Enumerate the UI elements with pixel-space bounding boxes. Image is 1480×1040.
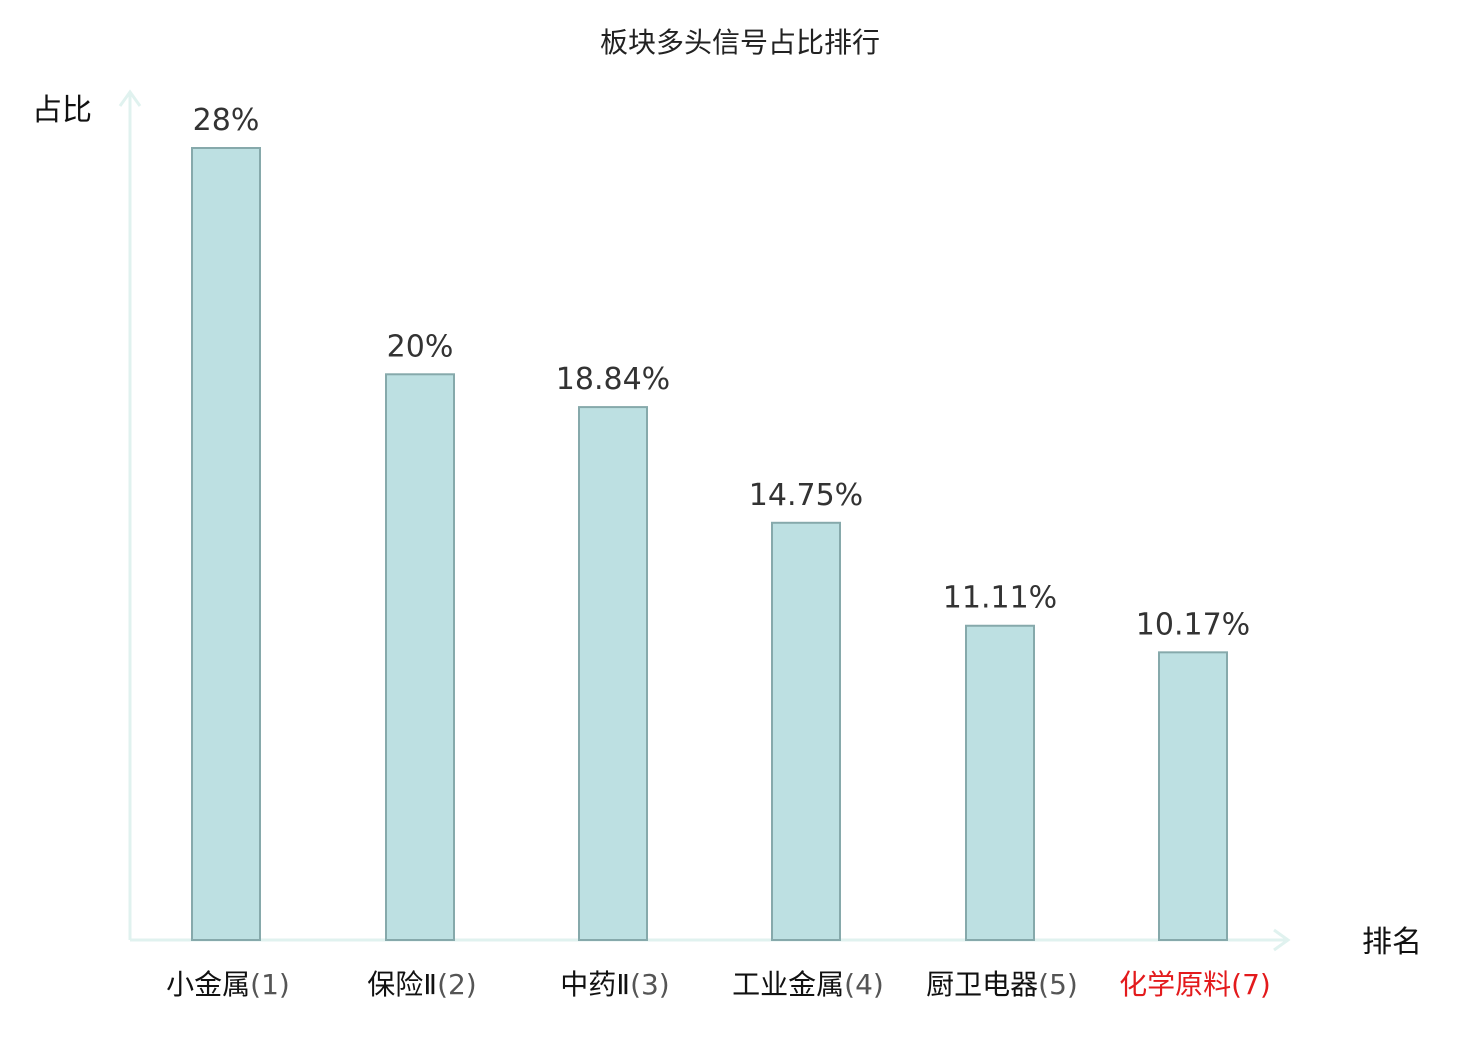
- bar: [965, 624, 1035, 941]
- bar: [771, 521, 841, 941]
- category-rank: (4): [844, 968, 884, 1001]
- category-labels-group: 小金属(1) 保险Ⅱ(2) 中药Ⅱ(3) 工业金属(4) 厨卫电器(5) 化学原料(7): [166, 968, 1271, 1001]
- data-label: 28%: [193, 103, 260, 138]
- data-label: 14.75%: [749, 478, 863, 513]
- axes: [118, 89, 1291, 952]
- bar: [191, 147, 261, 941]
- category-name: 化学原料: [1119, 968, 1231, 1001]
- category-rank: (1): [250, 968, 290, 1001]
- category-rank: (5): [1038, 968, 1078, 1001]
- bars-group: [191, 147, 1228, 941]
- category-tick-label: 化学原料(7): [1119, 968, 1271, 1001]
- bar: [1158, 651, 1228, 941]
- category-tick-label: 工业金属(4): [732, 968, 884, 1001]
- category-tick-label: 小金属(1): [166, 968, 290, 1001]
- category-name: 中药Ⅱ: [560, 968, 630, 1001]
- category-name: 工业金属: [732, 968, 844, 1001]
- data-label: 11.11%: [943, 581, 1057, 616]
- bar: [385, 373, 455, 941]
- x-axis-arrow: [1273, 928, 1291, 952]
- data-label: 20%: [387, 329, 454, 364]
- category-name: 小金属: [166, 968, 250, 1001]
- category-rank: (3): [630, 968, 670, 1001]
- data-label: 18.84%: [556, 362, 670, 397]
- category-tick-label: 中药Ⅱ(3): [560, 968, 669, 1001]
- data-label: 10.17%: [1136, 607, 1250, 642]
- category-rank: (7): [1231, 968, 1271, 1001]
- category-name: 保险Ⅱ: [367, 968, 437, 1001]
- x-axis-label: 排名: [1362, 925, 1422, 960]
- y-axis-label: 占比: [32, 93, 92, 128]
- category-name: 厨卫电器: [926, 968, 1038, 1001]
- chart-title: 板块多头信号占比排行: [600, 26, 880, 59]
- category-rank: (2): [437, 968, 477, 1001]
- value-labels-group: 28% 20% 18.84% 14.75% 11.11% 10.17%: [193, 103, 1251, 642]
- bar: [578, 406, 648, 941]
- category-tick-label: 保险Ⅱ(2): [367, 968, 476, 1001]
- category-tick-label: 厨卫电器(5): [926, 968, 1078, 1001]
- y-axis-arrow: [118, 89, 142, 107]
